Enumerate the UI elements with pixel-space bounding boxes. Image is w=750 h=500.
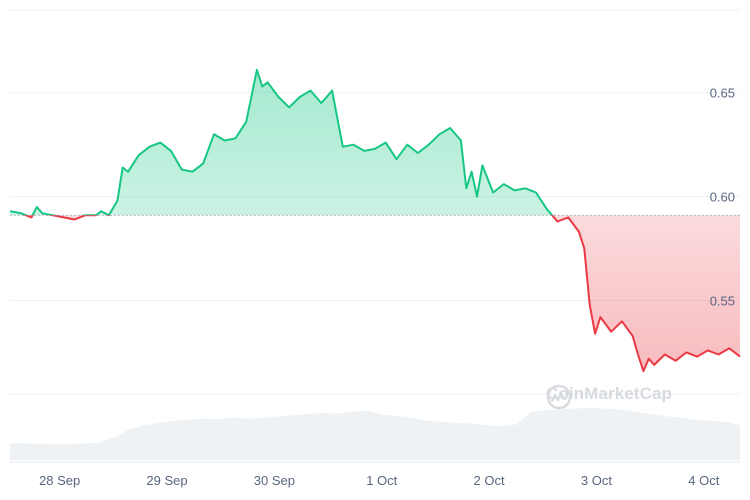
x-tick-label: 3 Oct (581, 473, 612, 488)
price-line-up (9, 68, 554, 216)
y-tick-label: 0.65 (710, 86, 735, 101)
x-tick-label: 30 Sep (254, 473, 295, 488)
watermark-text: CoinMarketCap (546, 384, 672, 403)
price-line (9, 68, 741, 373)
volume-area (10, 407, 740, 460)
coinmarketcap-watermark: CoinMarketCap (546, 384, 672, 410)
y-tick-label: 0.60 (710, 190, 735, 205)
x-tick-label: 1 Oct (366, 473, 397, 488)
coinmarketcap-logo-icon (546, 384, 572, 410)
price-line-down (23, 215, 741, 373)
price-area-fill (10, 69, 740, 372)
x-tick-label: 29 Sep (146, 473, 187, 488)
x-tick-label: 2 Oct (474, 473, 505, 488)
x-tick-label: 4 Oct (688, 473, 719, 488)
area-fill-down (26, 215, 740, 372)
volume-area-shape (10, 407, 740, 460)
y-tick-label: 0.55 (710, 294, 735, 309)
x-axis-ticks: 28 Sep 29 Sep 30 Sep 1 Oct 2 Oct 3 Oct 4 Oct (39, 473, 720, 488)
area-fill-up (10, 69, 740, 216)
y-axis-ticks: 0.55 0.60 0.65 (710, 86, 735, 309)
x-tick-label: 28 Sep (39, 473, 80, 488)
